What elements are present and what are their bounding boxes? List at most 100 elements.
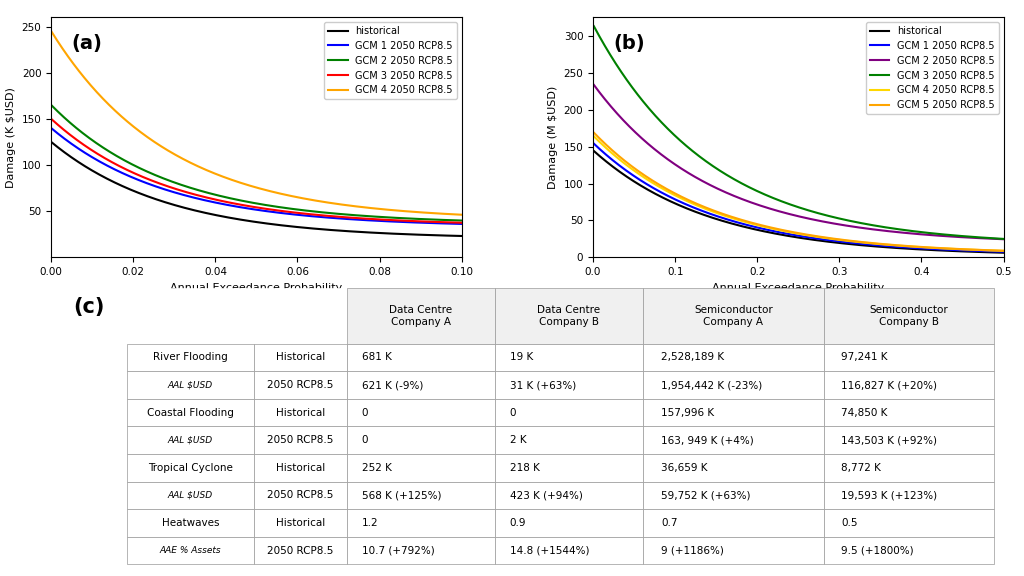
GCM 3 2050 RCP8.5 bbox=[456, 219, 468, 226]
GCM 2 2050 RCP8.5 bbox=[151, 172, 163, 179]
historical bbox=[456, 233, 468, 240]
historical bbox=[45, 139, 57, 146]
GCM 4 2050 RCP8.5 bbox=[45, 28, 57, 35]
GCM 4 2050 RCP8.5 bbox=[660, 187, 673, 194]
GCM 4 2050 RCP8.5 bbox=[829, 236, 842, 243]
GCM 3 2050 RCP8.5 bbox=[287, 209, 299, 216]
GCM 4 2050 RCP8.5 bbox=[896, 242, 908, 249]
Line: GCM 1 2050 RCP8.5: GCM 1 2050 RCP8.5 bbox=[51, 128, 462, 224]
GCM 5 2050 RCP8.5 bbox=[997, 247, 1010, 254]
Text: (c): (c) bbox=[74, 297, 105, 317]
GCM 4 2050 RCP8.5 bbox=[354, 203, 367, 210]
GCM 5 2050 RCP8.5 bbox=[773, 226, 785, 233]
GCM 3 2050 RCP8.5 bbox=[861, 221, 873, 228]
GCM 4 2050 RCP8.5 bbox=[319, 199, 332, 206]
GCM 5 2050 RCP8.5 bbox=[588, 129, 600, 136]
GCM 1 2050 RCP8.5 bbox=[287, 211, 299, 218]
GCM 4 2050 RCP8.5 bbox=[287, 193, 299, 200]
Text: (a): (a) bbox=[72, 34, 102, 53]
GCM 3 2050 RCP8.5 bbox=[319, 212, 332, 219]
GCM 1 2050 RCP8.5 bbox=[118, 170, 130, 177]
GCM 3 2050 RCP8.5 bbox=[660, 124, 673, 131]
Line: GCM 4 2050 RCP8.5: GCM 4 2050 RCP8.5 bbox=[594, 137, 1004, 251]
Line: GCM 2 2050 RCP8.5: GCM 2 2050 RCP8.5 bbox=[51, 105, 462, 221]
GCM 1 2050 RCP8.5 bbox=[896, 244, 908, 251]
Line: GCM 4 2050 RCP8.5: GCM 4 2050 RCP8.5 bbox=[51, 32, 462, 215]
GCM 5 2050 RCP8.5 bbox=[660, 185, 673, 192]
GCM 3 2050 RCP8.5 bbox=[693, 153, 706, 160]
Line: historical: historical bbox=[51, 142, 462, 236]
GCM 3 2050 RCP8.5 bbox=[231, 200, 244, 207]
historical bbox=[287, 223, 299, 230]
GCM 1 2050 RCP8.5 bbox=[588, 140, 600, 147]
GCM 2 2050 RCP8.5 bbox=[861, 225, 873, 232]
GCM 2 2050 RCP8.5 bbox=[287, 206, 299, 213]
historical bbox=[829, 239, 842, 246]
GCM 4 2050 RCP8.5 bbox=[997, 247, 1010, 254]
GCM 1 2050 RCP8.5 bbox=[773, 229, 785, 236]
historical bbox=[151, 196, 163, 203]
GCM 2 2050 RCP8.5 bbox=[773, 208, 785, 215]
historical bbox=[319, 226, 332, 233]
GCM 2 2050 RCP8.5 bbox=[45, 102, 57, 109]
GCM 3 2050 RCP8.5 bbox=[773, 197, 785, 204]
GCM 2 2050 RCP8.5 bbox=[896, 229, 908, 236]
GCM 3 2050 RCP8.5 bbox=[45, 116, 57, 123]
GCM 4 2050 RCP8.5 bbox=[693, 203, 706, 210]
Line: historical: historical bbox=[594, 151, 1004, 253]
GCM 1 2050 RCP8.5 bbox=[693, 206, 706, 213]
GCM 5 2050 RCP8.5 bbox=[896, 242, 908, 249]
GCM 4 2050 RCP8.5 bbox=[118, 115, 130, 122]
GCM 1 2050 RCP8.5 bbox=[231, 203, 244, 210]
historical bbox=[693, 210, 706, 217]
Line: GCM 3 2050 RCP8.5: GCM 3 2050 RCP8.5 bbox=[594, 26, 1004, 239]
GCM 3 2050 RCP8.5 bbox=[118, 165, 130, 172]
GCM 1 2050 RCP8.5 bbox=[829, 237, 842, 244]
GCM 4 2050 RCP8.5 bbox=[151, 140, 163, 147]
GCM 4 2050 RCP8.5 bbox=[773, 226, 785, 233]
GCM 1 2050 RCP8.5 bbox=[151, 183, 163, 190]
GCM 3 2050 RCP8.5 bbox=[829, 214, 842, 221]
GCM 3 2050 RCP8.5 bbox=[151, 179, 163, 186]
GCM 2 2050 RCP8.5 bbox=[660, 155, 673, 162]
GCM 1 2050 RCP8.5 bbox=[354, 217, 367, 223]
GCM 3 2050 RCP8.5 bbox=[896, 226, 908, 233]
GCM 3 2050 RCP8.5 bbox=[997, 236, 1010, 242]
Line: GCM 2 2050 RCP8.5: GCM 2 2050 RCP8.5 bbox=[594, 85, 1004, 239]
X-axis label: Annual Exceedance Probability: Annual Exceedance Probability bbox=[712, 283, 885, 293]
GCM 4 2050 RCP8.5 bbox=[861, 240, 873, 247]
historical bbox=[997, 249, 1010, 256]
GCM 4 2050 RCP8.5 bbox=[456, 211, 468, 218]
GCM 5 2050 RCP8.5 bbox=[693, 202, 706, 209]
GCM 2 2050 RCP8.5 bbox=[118, 157, 130, 164]
Line: GCM 3 2050 RCP8.5: GCM 3 2050 RCP8.5 bbox=[51, 119, 462, 223]
GCM 4 2050 RCP8.5 bbox=[588, 133, 600, 140]
Y-axis label: Damage (K $USD): Damage (K $USD) bbox=[6, 87, 16, 188]
GCM 1 2050 RCP8.5 bbox=[319, 214, 332, 221]
Line: GCM 1 2050 RCP8.5: GCM 1 2050 RCP8.5 bbox=[594, 143, 1004, 252]
historical bbox=[861, 242, 873, 249]
GCM 1 2050 RCP8.5 bbox=[997, 248, 1010, 255]
GCM 2 2050 RCP8.5 bbox=[693, 176, 706, 183]
GCM 2 2050 RCP8.5 bbox=[456, 217, 468, 224]
historical bbox=[896, 245, 908, 252]
GCM 4 2050 RCP8.5 bbox=[231, 178, 244, 185]
Line: GCM 5 2050 RCP8.5: GCM 5 2050 RCP8.5 bbox=[594, 132, 1004, 251]
Y-axis label: Damage (M $USD): Damage (M $USD) bbox=[548, 86, 558, 189]
GCM 5 2050 RCP8.5 bbox=[861, 239, 873, 246]
GCM 3 2050 RCP8.5 bbox=[588, 23, 600, 30]
historical bbox=[660, 196, 673, 203]
historical bbox=[588, 147, 600, 154]
GCM 3 2050 RCP8.5 bbox=[354, 215, 367, 222]
GCM 2 2050 RCP8.5 bbox=[354, 212, 367, 219]
historical bbox=[773, 231, 785, 238]
X-axis label: Annual Exceedance Probability: Annual Exceedance Probability bbox=[170, 283, 343, 293]
GCM 2 2050 RCP8.5 bbox=[829, 220, 842, 227]
Legend: historical, GCM 1 2050 RCP8.5, GCM 2 2050 RCP8.5, GCM 3 2050 RCP8.5, GCM 4 2050 : historical, GCM 1 2050 RCP8.5, GCM 2 205… bbox=[325, 22, 457, 100]
historical bbox=[231, 215, 244, 222]
Text: (b): (b) bbox=[613, 34, 645, 53]
historical bbox=[118, 183, 130, 190]
GCM 5 2050 RCP8.5 bbox=[829, 236, 842, 242]
historical bbox=[354, 229, 367, 236]
GCM 2 2050 RCP8.5 bbox=[231, 196, 244, 203]
